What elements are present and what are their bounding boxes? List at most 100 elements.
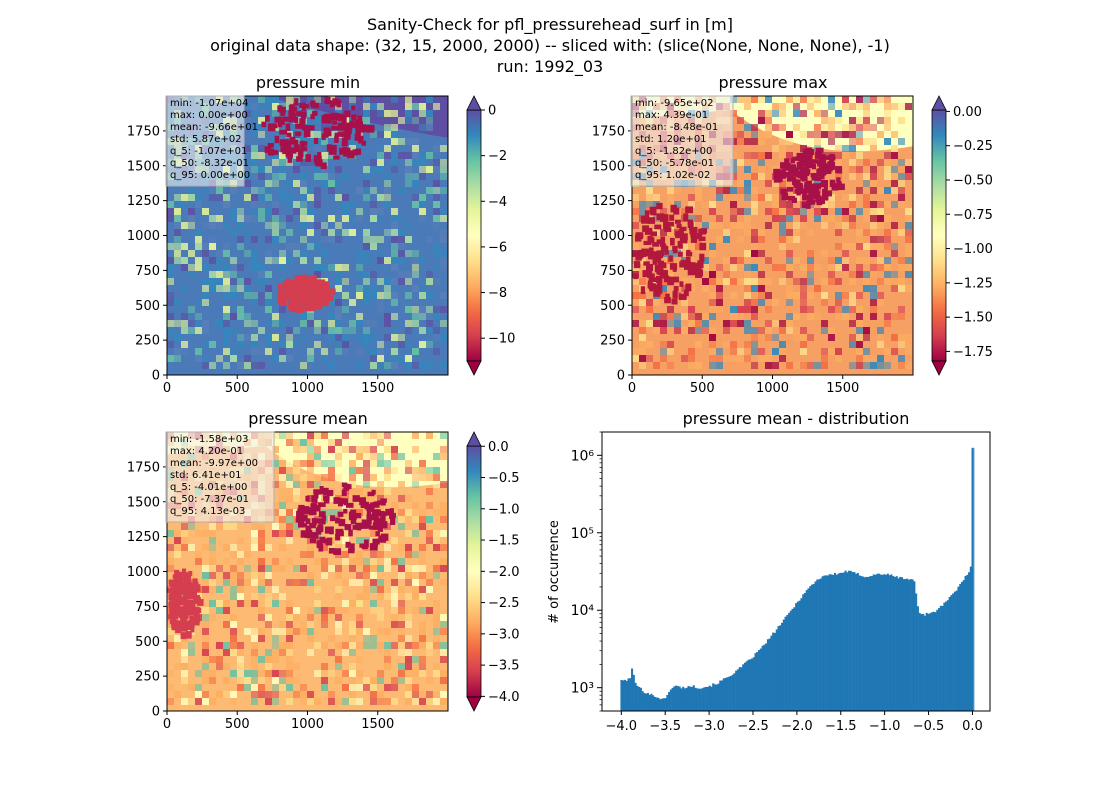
heatmap-cell xyxy=(433,453,440,460)
heatmap-cell xyxy=(258,614,265,621)
heatmap-cell xyxy=(251,649,258,656)
heatmap-blotch xyxy=(181,619,187,627)
heatmap-cell xyxy=(279,432,286,439)
heatmap-cell xyxy=(230,285,237,292)
heatmap-cell xyxy=(384,656,391,663)
heatmap-blotch xyxy=(829,153,835,159)
heatmap-cell xyxy=(660,285,667,292)
heatmap-blotch xyxy=(655,275,663,284)
heatmap-cell xyxy=(328,509,335,516)
heatmap-cell xyxy=(905,222,912,229)
heatmap-blotch xyxy=(781,174,786,179)
heatmap-blotch xyxy=(288,140,296,145)
heatmap-cell xyxy=(321,558,328,565)
heatmap-cell xyxy=(667,313,674,320)
heatmap-cell xyxy=(258,362,265,369)
heatmap-cell xyxy=(412,698,419,705)
heatmap-cell xyxy=(744,124,751,131)
heatmap-cell xyxy=(223,523,230,530)
heatmap-cell xyxy=(279,257,286,264)
heatmap-cell xyxy=(863,229,870,236)
heatmap-cell xyxy=(779,243,786,250)
heatmap-cell xyxy=(230,327,237,334)
heatmap-cell xyxy=(251,299,258,306)
heatmap-cell xyxy=(412,313,419,320)
heatmap-cell xyxy=(300,334,307,341)
heatmap-cell xyxy=(279,467,286,474)
heatmap-cell xyxy=(842,96,849,103)
heatmap-cell xyxy=(370,320,377,327)
heatmap-cell xyxy=(884,362,891,369)
heatmap-cell xyxy=(391,600,398,607)
heatmap-blotch xyxy=(323,498,330,504)
heatmap-cell xyxy=(251,348,258,355)
histogram-bar xyxy=(652,695,655,711)
heatmap-cell xyxy=(905,173,912,180)
heatmap-blotch xyxy=(815,191,821,196)
heatmap-blotch xyxy=(322,133,329,138)
heatmap-cell xyxy=(870,250,877,257)
heatmap-cell xyxy=(258,684,265,691)
heatmap-cell xyxy=(321,474,328,481)
heatmap-cell xyxy=(835,159,842,166)
heatmap-cell xyxy=(251,663,258,670)
heatmap-cell xyxy=(272,432,279,439)
heatmap-cell xyxy=(307,621,314,628)
heatmap-cell xyxy=(419,467,426,474)
heatmap-cell xyxy=(363,285,370,292)
heatmap-cell xyxy=(244,320,251,327)
heatmap-cell xyxy=(730,264,737,271)
heatmap-cell xyxy=(765,306,772,313)
x-tick-label: 0 xyxy=(163,717,171,732)
heatmap-cell xyxy=(433,467,440,474)
histogram-bar xyxy=(763,644,766,711)
heatmap-cell xyxy=(272,684,279,691)
heatmap-cell xyxy=(433,698,440,705)
heatmap-cell xyxy=(419,341,426,348)
heatmap-cell xyxy=(209,614,216,621)
heatmap-cell xyxy=(905,236,912,243)
heatmap-cell xyxy=(405,138,412,145)
histogram-bar xyxy=(661,698,664,711)
heatmap-cell xyxy=(398,117,405,124)
heatmap-blotch xyxy=(171,612,179,620)
heatmap-cell xyxy=(265,600,272,607)
heatmap-cell xyxy=(398,628,405,635)
heatmap-blotch xyxy=(815,152,821,159)
heatmap-blotch xyxy=(337,511,344,517)
heatmap-cell xyxy=(440,544,447,551)
heatmap-blotch xyxy=(293,139,299,146)
heatmap-cell xyxy=(335,593,342,600)
heatmap-cell xyxy=(433,278,440,285)
heatmap-cell xyxy=(849,124,856,131)
heatmap-blotch xyxy=(279,287,285,293)
histogram-bar xyxy=(738,667,741,711)
heatmap-cell xyxy=(286,558,293,565)
heatmap-cell xyxy=(695,236,702,243)
heatmap-blotch xyxy=(818,168,824,176)
heatmap-cell xyxy=(384,474,391,481)
y-tick-label: 1500 xyxy=(592,159,625,174)
heatmap-blotch xyxy=(670,237,675,246)
suptitle-line-1: Sanity-Check for pfl_pressurehead_surf i… xyxy=(367,15,733,35)
heatmap-cell xyxy=(307,649,314,656)
heatmap-cell xyxy=(433,327,440,334)
heatmap-cell xyxy=(356,593,363,600)
histogram-bar xyxy=(946,600,949,711)
heatmap-cell xyxy=(405,698,412,705)
heatmap-cell xyxy=(335,586,342,593)
heatmap-blotch xyxy=(284,280,290,288)
heatmap-cell xyxy=(230,586,237,593)
heatmap-blotch xyxy=(170,584,179,591)
heatmap-cell xyxy=(751,138,758,145)
heatmap-cell xyxy=(244,285,251,292)
heatmap-blotch xyxy=(314,155,322,163)
heatmap-cell xyxy=(300,180,307,187)
heatmap-cell xyxy=(349,138,356,145)
heatmap-cell xyxy=(398,243,405,250)
heatmap-blotch xyxy=(168,602,174,608)
heatmap-cell xyxy=(440,250,447,257)
heatmap-cell xyxy=(723,271,730,278)
heatmap-cell xyxy=(898,180,905,187)
